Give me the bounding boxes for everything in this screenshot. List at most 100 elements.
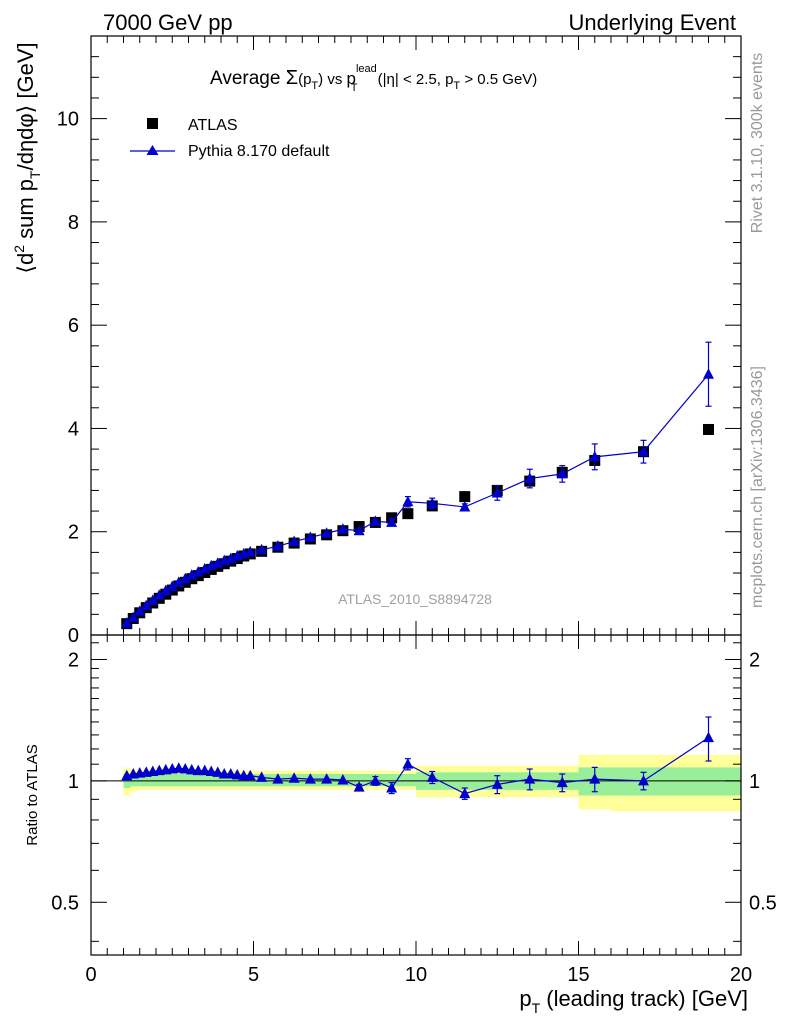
pythia-point [199, 562, 211, 574]
pythia-point [402, 495, 414, 507]
main-panel: 0 2 4 6 8 10 [57, 35, 742, 647]
ratio-point [186, 763, 198, 775]
pythia-point [288, 535, 300, 547]
pythia-point [491, 486, 503, 498]
ratio-y-tick-label: 2 [68, 649, 79, 671]
ratio-point [459, 787, 471, 799]
green-band [130, 774, 137, 787]
ratio-y-tick-label: 1 [749, 771, 760, 793]
green-band [351, 774, 368, 787]
green-band [208, 774, 215, 787]
ratio-point [321, 773, 333, 784]
green-band [175, 774, 183, 787]
ratio-point [353, 781, 365, 792]
legend-atlas-marker [147, 118, 158, 129]
ratio-point [386, 782, 398, 793]
x-tick-label: 10 [405, 964, 427, 986]
atlas-point [459, 491, 471, 503]
ratio-point [272, 773, 284, 784]
ratio-point [199, 764, 211, 776]
ratio-point [179, 763, 191, 774]
y-tick-label: 10 [57, 109, 79, 131]
x-tick-label: 15 [567, 964, 589, 986]
y-tick-label: 0 [68, 625, 79, 647]
green-band [169, 774, 176, 787]
green-band [182, 774, 189, 787]
header-left: 7000 GeV pp [103, 10, 233, 35]
green-band [234, 774, 241, 787]
x-tick-label: 5 [248, 964, 259, 986]
pythia-point [166, 580, 178, 591]
ratio-y-tick-label: 0.5 [51, 892, 79, 914]
legend-pythia-label: Pythia 8.170 default [188, 143, 330, 160]
ratio-point [556, 776, 568, 788]
ratio-point [205, 765, 217, 776]
pythia-point [589, 450, 601, 462]
ratio-point [256, 771, 268, 782]
ratio-point [173, 762, 185, 773]
pythia-point [703, 368, 714, 379]
pythia-point [140, 599, 152, 611]
legend-atlas-label: ATLAS [188, 117, 238, 134]
main-title: Average Σ(pT) vs plead T (|η| < 2.5, pT >… [210, 63, 537, 94]
green-band [136, 774, 144, 787]
pythia-point [556, 467, 568, 479]
legend-pythia-marker [146, 145, 159, 155]
ratio-point [402, 758, 414, 769]
ratio-point [638, 774, 649, 786]
pythia-line [126, 373, 709, 624]
pythia-point [179, 572, 191, 584]
ratio-point [589, 773, 601, 784]
ratio-point [225, 768, 237, 779]
pythia-point [173, 576, 185, 587]
green-band [676, 767, 742, 796]
ratio-point [703, 731, 714, 743]
y-tick-label: 8 [68, 212, 79, 234]
green-band [162, 774, 170, 787]
ratio-point [337, 773, 349, 785]
pythia-point [256, 543, 268, 555]
pythia-point [321, 527, 333, 538]
y-tick-label: 2 [68, 522, 79, 544]
y-tick-label: 4 [68, 418, 79, 440]
pythia-point [127, 611, 139, 622]
pythia-point [638, 445, 649, 457]
pythia-point [244, 545, 256, 557]
ratio-point [491, 778, 503, 789]
ratio-point [369, 774, 381, 786]
green-band [399, 774, 417, 787]
ratio-point [288, 772, 300, 783]
rivet-label: Rivet 3.1.10, 300k events [749, 53, 766, 234]
pythia-point [192, 566, 204, 577]
pythia-point [337, 523, 349, 534]
green-band [214, 774, 222, 787]
pythia-point [459, 500, 471, 512]
pythia-point [134, 605, 146, 616]
pythia-point [386, 516, 398, 527]
pythia-point [369, 515, 381, 526]
pythia-point [147, 594, 159, 605]
x-tick-label: 20 [730, 964, 752, 986]
x-tick-label: 0 [85, 964, 96, 986]
pythia-point [426, 497, 438, 508]
pythia-point [524, 472, 536, 484]
green-band [221, 774, 228, 787]
green-band [195, 774, 202, 787]
ratio-point [426, 771, 438, 782]
pythia-point [160, 584, 172, 596]
xlabel: pT (leading track) [GeV] [519, 986, 748, 1016]
ratio-point [304, 773, 316, 784]
atlas-point [703, 423, 714, 435]
green-band [149, 774, 157, 787]
y-tick-label: 6 [68, 315, 79, 337]
ratio-y-tick-label: 1 [68, 771, 79, 793]
ratio-point [231, 768, 243, 780]
legend: ATLAS Pythia 8.170 default [130, 117, 330, 160]
watermark: ATLAS_2010_S8894728 [338, 591, 492, 607]
green-band [143, 774, 150, 787]
atlas-point [402, 508, 414, 520]
green-band [227, 774, 235, 787]
pythia-point [121, 617, 133, 628]
main-ylabel: ⟨d2 sum pT/dηdφ⟩ [GeV] [11, 42, 43, 273]
